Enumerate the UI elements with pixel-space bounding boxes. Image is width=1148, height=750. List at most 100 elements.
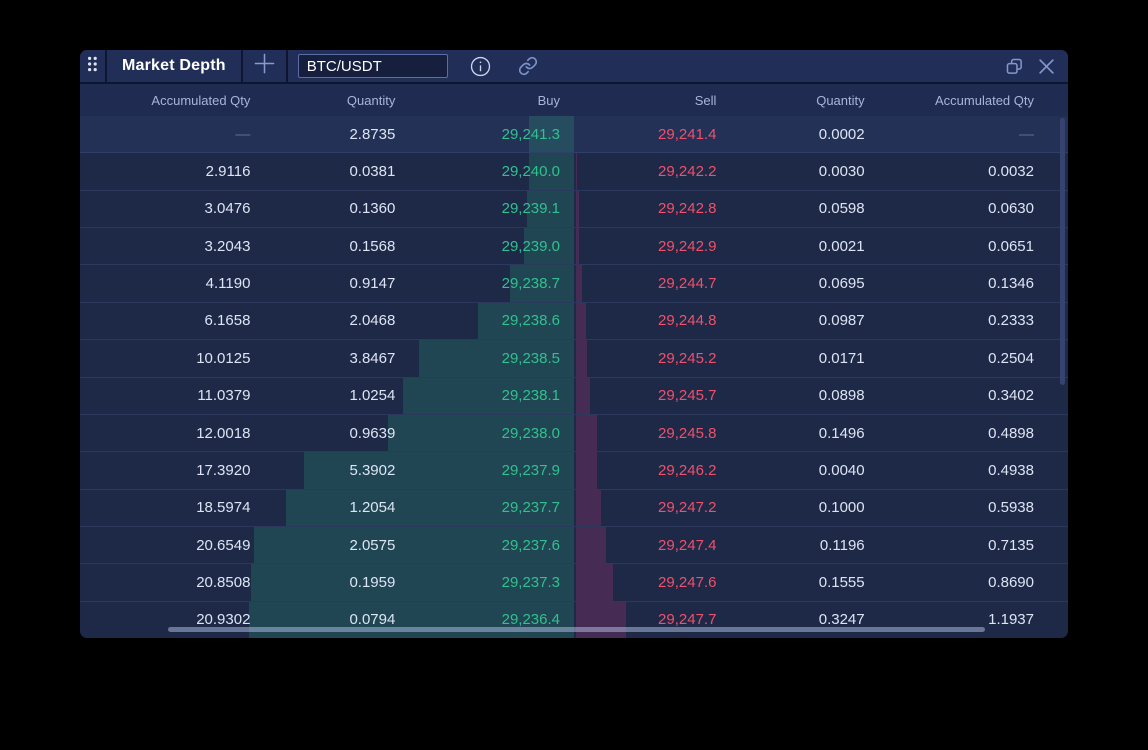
market-depth-window: Market Depth (80, 50, 1068, 638)
table-row[interactable]: 11.0379 1.0254 29,238.1 29,245.7 0.0898 0.340… (80, 377, 1068, 415)
buy-price-cell: 29,238.0 (501, 424, 560, 442)
sell-quantity-cell: 0.1000 (818, 499, 865, 517)
buy-quantity-cell: 5.3902 (349, 461, 396, 479)
buy-quantity-cell: 2.0468 (349, 312, 396, 330)
sell-quantity-cell: 0.0598 (818, 200, 865, 218)
table-row[interactable]: 17.3920 5.3902 29,237.9 29,246.2 0.0040 0.493… (80, 452, 1068, 490)
table-row[interactable]: 3.2043 0.1568 29,239.0 29,242.9 0.0021 0.0651 (80, 228, 1068, 266)
buy-price-cell: 29,241.3 (501, 125, 560, 143)
sell-quantity-cell: 0.0021 (818, 237, 865, 255)
sell-price-cell: 29,247.2 (658, 499, 717, 517)
page-title: Market Depth (122, 57, 226, 74)
buy-accumulated-qty-cell: 18.5974 (196, 499, 251, 517)
table-row[interactable]: 12.0018 0.9639 29,238.0 29,245.8 0.1496 0.489… (80, 414, 1068, 453)
link-icon[interactable] (518, 56, 538, 76)
sell-price-cell: 29,241.4 (658, 125, 717, 143)
buy-quantity-cell: 0.0794 (349, 611, 396, 629)
sell-accumulated-qty-cell: 0.0630 (988, 200, 1034, 218)
table-row[interactable]: 6.1658 2.0468 29,238.6 29,244.8 0.0987 0.2333 (80, 302, 1068, 341)
close-icon[interactable] (1038, 58, 1055, 75)
buy-accumulated-qty-cell: — (235, 125, 251, 143)
sell-quantity-cell: 0.1555 (818, 573, 865, 591)
duplicate-window-button[interactable] (1005, 57, 1024, 76)
horizontal-scrollbar-thumb[interactable] (168, 627, 985, 632)
sell-accumulated-qty-cell: 0.8690 (988, 573, 1034, 591)
header-buy-accumulated-qty: Accumulated Qty (151, 92, 251, 108)
header-buy-quantity: Quantity (346, 92, 396, 108)
sell-quantity-cell: 0.3247 (818, 611, 865, 629)
sell-quantity-cell: 0.0030 (818, 163, 865, 181)
table-row[interactable]: 18.5974 1.2054 29,237.7 29,247.2 0.1000 0.593… (80, 489, 1068, 527)
sell-price-cell: 29,245.7 (658, 387, 717, 405)
sell-price-cell: 29,244.8 (658, 312, 717, 330)
buy-price-cell: 29,237.9 (501, 461, 560, 479)
buy-accumulated-qty-cell: 11.0379 (197, 387, 251, 405)
buy-accumulated-qty-cell: 17.3920 (196, 461, 251, 479)
sell-accumulated-qty-cell: 0.2333 (988, 312, 1034, 330)
sell-accumulated-qty-cell: 0.0032 (988, 163, 1034, 181)
buy-price-cell: 29,238.1 (501, 387, 560, 405)
buy-quantity-cell: 3.8467 (349, 349, 396, 367)
buy-accumulated-qty-cell: 3.0476 (204, 200, 251, 218)
titlebar: Market Depth (80, 50, 1068, 84)
sell-accumulated-qty-cell: 0.7135 (988, 536, 1034, 554)
drag-handle[interactable] (80, 50, 107, 82)
buy-price-cell: 29,237.6 (501, 536, 560, 554)
sell-quantity-cell: 0.0987 (818, 312, 865, 330)
sell-quantity-cell: 0.0002 (818, 125, 865, 143)
sell-quantity-cell: 0.1196 (819, 536, 865, 554)
sell-price-cell: 29,242.9 (658, 237, 717, 255)
buy-price-cell: 29,240.0 (501, 163, 560, 181)
buy-quantity-cell: 1.2054 (349, 499, 396, 517)
table-row[interactable]: 2.9116 0.0381 29,240.0 29,242.2 0.0030 0.0032 (80, 153, 1068, 191)
info-icon[interactable] (470, 56, 491, 77)
widget-title-section: Market Depth (107, 50, 243, 82)
buy-price-cell: 29,238.5 (501, 349, 560, 367)
sell-quantity-cell: 0.0695 (818, 275, 865, 293)
add-widget-button[interactable] (243, 50, 288, 82)
sell-quantity-cell: 0.0040 (818, 461, 865, 479)
sell-price-cell: 29,242.2 (658, 163, 717, 181)
buy-price-cell: 29,236.4 (501, 611, 560, 629)
table-row[interactable]: — 2.8735 29,241.3 29,241.4 0.0002 — (80, 116, 1068, 154)
buy-accumulated-qty-cell: 4.1190 (205, 275, 251, 293)
sell-price-cell: 29,246.2 (658, 461, 717, 479)
buy-quantity-cell: 1.0254 (349, 387, 396, 405)
buy-accumulated-qty-cell: 2.9116 (205, 163, 251, 181)
buy-price-cell: 29,239.0 (501, 237, 560, 255)
vertical-scrollbar-thumb[interactable] (1060, 118, 1065, 385)
sell-price-cell: 29,242.8 (658, 200, 717, 218)
buy-price-cell: 29,237.7 (501, 499, 560, 517)
sell-price-cell: 29,245.2 (658, 349, 717, 367)
sell-price-cell: 29,247.6 (658, 573, 717, 591)
buy-accumulated-qty-cell: 20.6549 (196, 536, 251, 554)
buy-price-cell: 29,238.6 (501, 312, 560, 330)
table-header: Accumulated Qty Quantity Buy Sell Quanti… (80, 84, 1068, 117)
header-sell-accumulated-qty: Accumulated Qty (935, 92, 1034, 108)
table-row[interactable]: 4.1190 0.9147 29,238.7 29,244.7 0.0695 0.1346 (80, 265, 1068, 303)
sell-price-cell: 29,245.8 (658, 424, 717, 442)
sell-quantity-cell: 0.0898 (818, 387, 865, 405)
buy-accumulated-qty-cell: 20.8508 (196, 573, 251, 591)
table-row[interactable]: 10.0125 3.8467 29,238.5 29,245.2 0.0171 0.250… (80, 340, 1068, 378)
table-row[interactable]: 20.9302 0.0794 29,236.4 29,247.7 0.3247 1.193… (80, 601, 1068, 638)
buy-price-cell: 29,237.3 (501, 573, 560, 591)
sell-accumulated-qty-cell: 1.1937 (988, 611, 1034, 629)
window-controls (1005, 50, 1055, 82)
buy-price-cell: 29,238.7 (501, 275, 560, 293)
header-buy: Buy (537, 92, 560, 108)
sell-accumulated-qty-cell: — (1019, 125, 1034, 143)
buy-quantity-cell: 0.9639 (349, 424, 396, 442)
sell-price-cell: 29,244.7 (658, 275, 717, 293)
table-row[interactable]: 20.6549 2.0575 29,237.6 29,247.4 0.1196 0.713… (80, 526, 1068, 565)
order-book-rows: — 2.8735 29,241.3 29,241.4 0.0002 — 2.9116 0.03… (80, 116, 1068, 638)
buy-quantity-cell: 0.0381 (349, 163, 396, 181)
sell-accumulated-qty-cell: 0.4898 (988, 424, 1034, 442)
symbol-input[interactable] (297, 54, 448, 78)
buy-quantity-cell: 0.9147 (349, 275, 396, 293)
plus-icon (253, 52, 276, 80)
buy-accumulated-qty-cell: 10.0125 (196, 349, 251, 367)
table-row[interactable]: 3.0476 0.1360 29,239.1 29,242.8 0.0598 0.0630 (80, 190, 1068, 229)
table-row[interactable]: 20.8508 0.1959 29,237.3 29,247.6 0.1555 0.869… (80, 564, 1068, 602)
buy-accumulated-qty-cell: 12.0018 (196, 424, 251, 442)
